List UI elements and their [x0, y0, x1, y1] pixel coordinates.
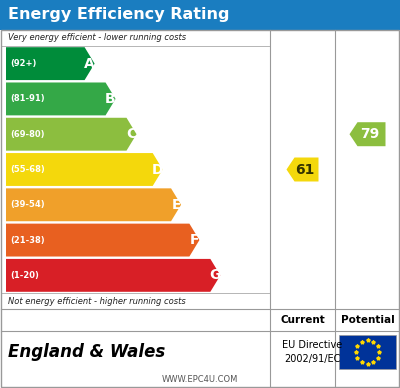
Polygon shape: [350, 122, 386, 146]
Text: (39-54): (39-54): [10, 200, 45, 209]
Text: (1-20): (1-20): [10, 271, 39, 280]
Text: (92+): (92+): [10, 59, 36, 68]
Text: (21-38): (21-38): [10, 236, 45, 244]
Text: E: E: [171, 198, 181, 212]
Polygon shape: [6, 188, 181, 221]
Text: 79: 79: [360, 127, 379, 141]
Text: B: B: [105, 92, 116, 106]
Text: England & Wales: England & Wales: [8, 343, 165, 361]
Text: Current: Current: [280, 315, 325, 325]
Polygon shape: [6, 259, 220, 292]
Text: Not energy efficient - higher running costs: Not energy efficient - higher running co…: [8, 296, 186, 305]
Text: (69-80): (69-80): [10, 130, 44, 139]
Polygon shape: [286, 158, 318, 182]
Polygon shape: [6, 118, 136, 151]
Text: (81-91): (81-91): [10, 94, 45, 104]
Text: D: D: [152, 163, 164, 177]
Text: C: C: [126, 127, 137, 141]
Text: (55-68): (55-68): [10, 165, 45, 174]
Bar: [0, 0, 400, 30]
Text: F: F: [190, 233, 199, 247]
Polygon shape: [6, 153, 163, 186]
Text: EU Directive
2002/91/EC: EU Directive 2002/91/EC: [282, 340, 342, 364]
Polygon shape: [6, 47, 94, 80]
Text: WWW.EPC4U.COM: WWW.EPC4U.COM: [162, 376, 238, 385]
Bar: [339, 335, 396, 369]
Text: 61: 61: [295, 163, 314, 177]
Text: Potential: Potential: [341, 315, 394, 325]
Text: Very energy efficient - lower running costs: Very energy efficient - lower running co…: [8, 33, 186, 43]
Polygon shape: [6, 83, 116, 115]
Text: A: A: [84, 57, 95, 71]
Polygon shape: [6, 223, 199, 256]
Text: Energy Efficiency Rating: Energy Efficiency Rating: [8, 7, 230, 23]
Text: G: G: [210, 268, 221, 282]
